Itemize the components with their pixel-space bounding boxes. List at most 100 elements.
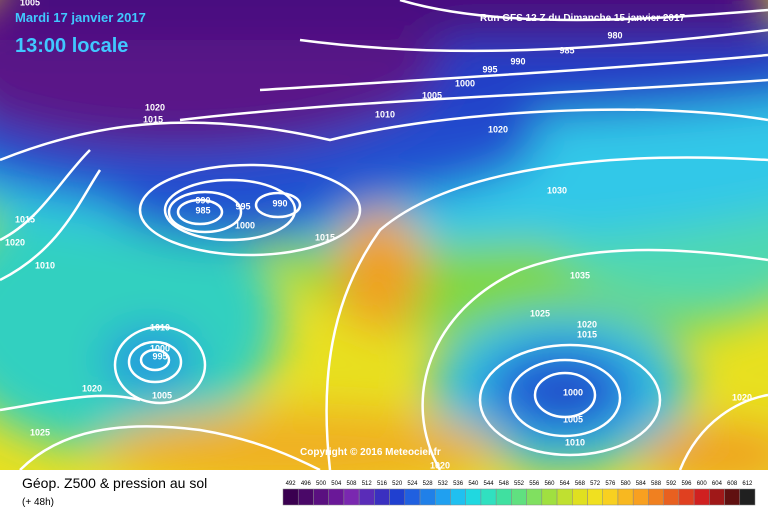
- isobar-label: 1000: [455, 78, 475, 88]
- legend-swatch: [724, 488, 741, 506]
- legend-label: 576: [605, 481, 616, 487]
- legend-swatch: [632, 488, 649, 506]
- isobar-label: 1030: [547, 185, 567, 195]
- legend-label: 600: [697, 481, 708, 487]
- isobar-label: 1020: [430, 460, 450, 470]
- map-field: 1005980985990995100010051010102010201015…: [0, 0, 768, 470]
- legend-swatch: [374, 488, 390, 506]
- isobar-label: 1020: [732, 392, 752, 402]
- isobar-label: 995: [235, 201, 250, 211]
- legend-label: 608: [727, 481, 738, 487]
- legend-swatch: [495, 488, 512, 506]
- legend-swatch: [511, 488, 527, 506]
- isobar-label: 1005: [563, 414, 583, 424]
- isobar-label: 1025: [30, 427, 50, 437]
- isobar-label: 990: [195, 195, 210, 205]
- legend-label: 588: [651, 481, 662, 487]
- isobar-label: 1020: [488, 124, 508, 134]
- legend-swatch: [435, 488, 451, 506]
- legend-label: 592: [666, 481, 677, 487]
- isobar-label: 995: [482, 64, 497, 74]
- legend-swatch: [587, 488, 603, 506]
- isobar-label: 1010: [565, 437, 585, 447]
- footer-title: Géop. Z500 & pression au sol: [22, 475, 207, 491]
- legend-label: 596: [681, 481, 692, 487]
- legend-label: 568: [575, 481, 586, 487]
- legend-label: 572: [590, 481, 601, 487]
- isobars: [0, 0, 768, 470]
- legend-label: 612: [742, 481, 753, 487]
- legend-label: 500: [316, 481, 327, 487]
- footer-lead: (+ 48h): [22, 497, 54, 508]
- isobar-label: 985: [195, 205, 210, 215]
- legend-swatch: [404, 488, 421, 506]
- isobar-label: 1005: [152, 390, 172, 400]
- copyright: Copyright © 2016 Meteociel.fr: [300, 447, 441, 458]
- legend-label: 512: [362, 481, 373, 487]
- legend-swatch: [556, 488, 573, 506]
- isobar-label: 990: [272, 198, 287, 208]
- legend-swatch: [541, 488, 558, 506]
- forecast-time: 13:00 locale: [15, 35, 128, 57]
- legend-label: 560: [544, 481, 555, 487]
- isobar-label: 1010: [35, 260, 55, 270]
- isobar-label: 1000: [235, 220, 255, 230]
- legend-label: 524: [407, 481, 418, 487]
- legend-swatch: [419, 488, 436, 506]
- isobar-label: 1010: [375, 109, 395, 119]
- legend-swatch: [389, 488, 406, 506]
- legend-label: 584: [636, 481, 647, 487]
- legend-label: 516: [377, 481, 388, 487]
- legend-label: 548: [499, 481, 510, 487]
- legend-swatch: [465, 488, 482, 506]
- legend-swatch: [739, 488, 756, 506]
- run-info: Run GFS 12 Z du Dimanche 15 janvier 2017: [480, 13, 686, 24]
- isobar-label: 1025: [530, 308, 550, 318]
- legend-label: 552: [514, 481, 525, 487]
- color-legend: 492 496 500 504 508 512 516 520 524 528 532 536 540 5…: [282, 481, 756, 506]
- legend-swatch: [480, 488, 497, 506]
- legend-swatch: [328, 488, 345, 506]
- legend-swatch: [709, 488, 725, 506]
- legend-swatch: [572, 488, 588, 506]
- legend-swatch: [526, 488, 543, 506]
- legend-label: 580: [621, 481, 632, 487]
- isobar-label: 1015: [315, 232, 335, 242]
- isobar-label: 980: [607, 30, 622, 40]
- legend-label: 536: [453, 481, 464, 487]
- legend-label: 496: [301, 481, 312, 487]
- isobar-label: 1020: [145, 102, 165, 112]
- legend-swatch: [663, 488, 680, 506]
- legend-label: 520: [392, 481, 403, 487]
- isobar-label: 1005: [422, 90, 442, 100]
- legend-swatch: [693, 488, 710, 506]
- legend-swatch: [343, 488, 360, 506]
- isobar-label: 985: [559, 45, 574, 55]
- isobar-labels: 1005980985990995100010051010102010201015…: [5, 0, 752, 470]
- isobar-label: 1000: [150, 343, 170, 353]
- isobar-label: 990: [510, 56, 525, 66]
- isobar-label: 995: [152, 351, 167, 361]
- isobar-label: 1020: [82, 383, 102, 393]
- legend-swatch: [313, 488, 329, 506]
- legend-swatch: [282, 488, 299, 506]
- isobar-label: 1000: [563, 387, 583, 397]
- legend-label: 604: [712, 481, 723, 487]
- isobar-label: 1020: [5, 237, 25, 247]
- isobar-label: 1035: [570, 270, 590, 280]
- legend-label: 504: [331, 481, 342, 487]
- isobar-label: 1020: [577, 319, 597, 329]
- isobar-label: 1010: [150, 322, 170, 332]
- legend-label: 544: [484, 481, 495, 487]
- legend-swatch: [617, 488, 634, 506]
- isobar-label: 1015: [577, 329, 597, 339]
- legend-label: 532: [438, 481, 449, 487]
- legend-label: 540: [468, 481, 479, 487]
- legend-label: 492: [286, 481, 297, 487]
- legend-label: 556: [529, 481, 540, 487]
- legend-swatch: [358, 488, 375, 506]
- legend-label: 564: [560, 481, 571, 487]
- legend-swatch: [678, 488, 695, 506]
- legend-swatch: [602, 488, 619, 506]
